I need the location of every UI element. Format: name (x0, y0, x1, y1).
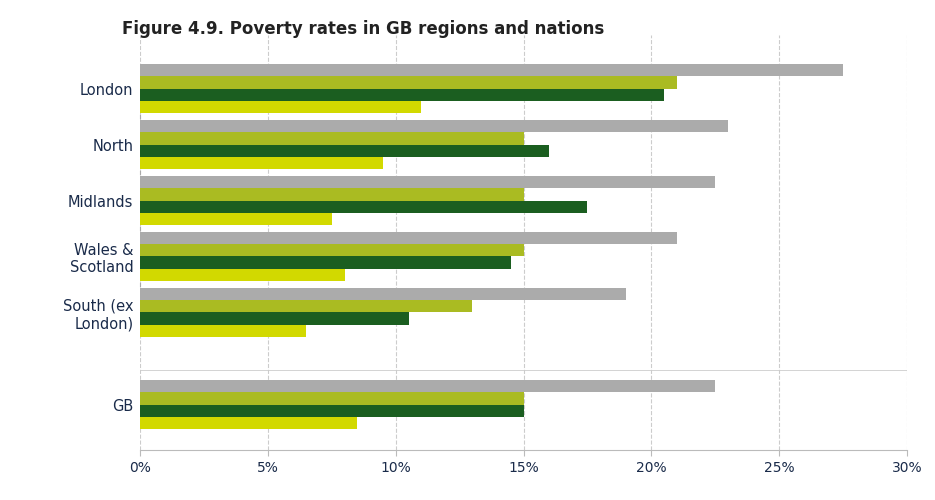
Bar (140, 244, 524, 256)
Bar (140, 144, 549, 157)
Bar (140, 88, 664, 101)
Bar (140, 417, 357, 430)
Bar (140, 213, 332, 225)
Bar (140, 120, 728, 132)
Bar (140, 76, 677, 88)
Bar (140, 269, 345, 281)
Bar (140, 380, 715, 392)
Bar (140, 392, 524, 404)
Text: Figure 4.9. Poverty rates in GB regions and nations: Figure 4.9. Poverty rates in GB regions … (122, 20, 604, 38)
Bar (140, 404, 524, 417)
Bar (140, 324, 307, 337)
Bar (140, 288, 626, 300)
Bar (140, 176, 715, 188)
Bar (140, 101, 422, 114)
Bar (140, 312, 409, 324)
Bar (140, 200, 587, 213)
Bar (140, 64, 843, 76)
Bar (140, 232, 677, 244)
Bar (140, 157, 383, 169)
Bar (140, 132, 524, 144)
Bar (140, 256, 511, 269)
Bar (140, 188, 524, 200)
Bar (140, 300, 472, 312)
